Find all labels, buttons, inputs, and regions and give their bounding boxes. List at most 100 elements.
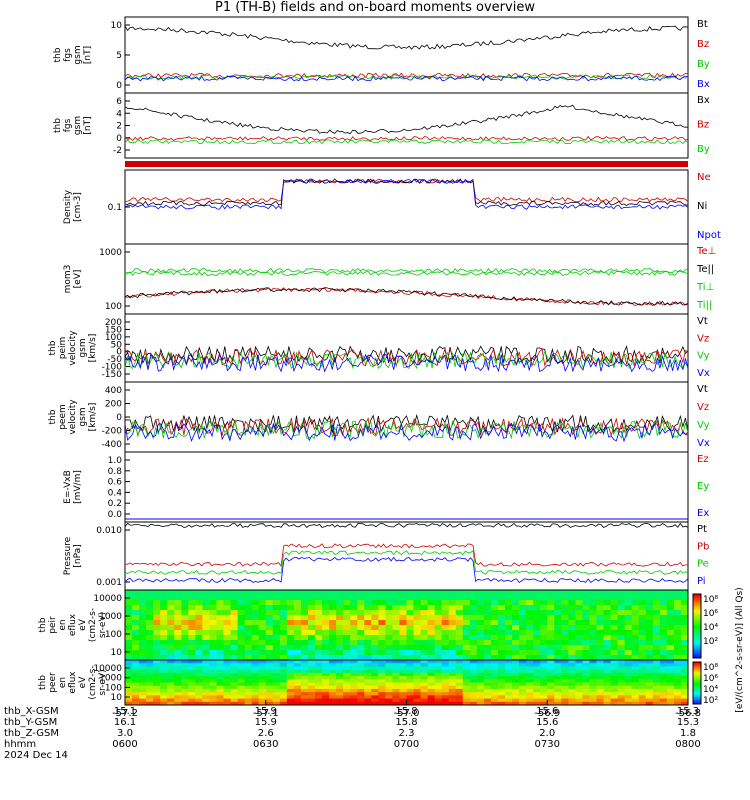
spectrogram-cell — [631, 660, 640, 664]
spectrogram-cell — [139, 645, 147, 651]
spectrogram-cell — [476, 610, 485, 616]
spectrogram-cell — [406, 620, 415, 626]
spectrogram-cell — [462, 650, 471, 656]
spectrogram-cell — [638, 615, 647, 621]
spectrogram-cell — [293, 645, 302, 651]
spectrogram-cell — [167, 600, 175, 606]
spectrogram-cell — [596, 615, 605, 621]
spectrogram-cell — [596, 663, 605, 667]
spectrogram-cell — [223, 660, 232, 664]
spectrogram-cell — [139, 666, 147, 671]
legend-pe: Pe — [697, 559, 709, 570]
colorbar-cell — [693, 628, 701, 631]
spectrogram-cell — [293, 630, 302, 636]
spectrogram-cell — [258, 625, 267, 631]
spectrogram-cell — [462, 682, 471, 687]
spectrogram-cell — [519, 688, 527, 693]
spectrogram-cell — [167, 610, 175, 616]
spectrogram-cell — [462, 692, 471, 696]
spectrogram-cell — [392, 660, 400, 664]
spectrogram-cell — [554, 663, 562, 667]
spectrogram-cell — [392, 610, 400, 616]
spectrogram-cell — [652, 701, 661, 706]
spectrogram-cell — [357, 645, 365, 651]
spectrogram-cell — [638, 676, 647, 680]
spectrogram-cell — [223, 590, 232, 596]
spectrogram-cell — [420, 605, 429, 611]
spectrogram-cell — [202, 666, 210, 671]
spectrogram-cell — [631, 695, 640, 700]
spectrogram-cell — [300, 655, 309, 661]
spectrogram-cell — [279, 688, 288, 693]
spectrogram-cell — [329, 600, 337, 606]
spectrogram-cell — [554, 635, 562, 641]
spectrogram-cell — [568, 679, 576, 683]
spectrogram-cell — [350, 692, 358, 696]
spectrogram-cell — [561, 672, 569, 677]
spectrogram-cell — [188, 676, 196, 680]
spectrogram-cell — [568, 660, 576, 664]
spectrogram-cell — [624, 645, 633, 651]
spectrogram-cell — [209, 655, 217, 661]
spectrogram-cell — [315, 635, 323, 641]
spectrogram-cell — [251, 695, 260, 700]
spectrogram-cell — [251, 692, 260, 696]
spectrogram-cell — [680, 590, 689, 596]
spectrogram-cell — [265, 625, 274, 631]
spectrogram-cell — [160, 605, 168, 611]
spectrogram-cell — [153, 645, 161, 651]
spectrogram-cell — [160, 590, 168, 596]
spectrogram-cell — [237, 610, 246, 616]
spectrogram-cell — [659, 692, 668, 696]
spectrogram-cell — [547, 669, 555, 674]
spectrogram-cell — [378, 682, 386, 687]
spectrogram-cell — [364, 669, 372, 674]
spectrogram-cell — [533, 688, 541, 693]
spectrogram-cell — [540, 698, 548, 703]
spectrogram-cell — [490, 663, 499, 667]
spectrogram-cell — [300, 679, 309, 683]
spectrogram-cell — [371, 692, 379, 696]
spectrogram-cell — [237, 590, 246, 596]
spectrogram-cell — [490, 698, 499, 703]
spectrogram-cell — [153, 600, 161, 606]
spectrogram-cell — [434, 615, 443, 621]
spectrogram-cell — [526, 679, 534, 683]
spectrogram-cell — [174, 663, 182, 667]
spectrogram-cell — [153, 682, 161, 687]
spectrogram-cell — [174, 595, 182, 601]
spectrogram-cell — [322, 701, 330, 706]
spectrogram-cell — [575, 666, 583, 671]
spectrogram-cell — [293, 595, 302, 601]
y-tick-label: 0.1 — [108, 203, 122, 213]
spectrogram-cell — [673, 615, 682, 621]
spectrogram-cell — [195, 650, 203, 656]
spectrogram-cell — [434, 666, 443, 671]
spectrogram-cell — [589, 669, 598, 674]
colorbar-tick-label: 10² — [703, 637, 718, 647]
spectrogram-cell — [146, 676, 154, 680]
colorbar-cell — [693, 690, 701, 692]
spectrogram-cell — [251, 660, 260, 664]
spectrogram-cell — [434, 669, 443, 674]
spectrogram-cell — [364, 660, 372, 664]
spectrogram-cell — [603, 590, 612, 596]
spectrogram-cell — [505, 645, 513, 651]
spectrogram-cell — [329, 663, 337, 667]
spectrogram-cell — [533, 600, 541, 606]
spectrogram-cell — [561, 676, 569, 680]
spectrogram-cell — [209, 688, 217, 693]
spectrogram-cell — [329, 640, 337, 646]
spectrogram-cell — [680, 655, 689, 661]
spectrogram-cell — [230, 595, 239, 601]
spectrogram-cell — [315, 610, 323, 616]
spectrogram-cell — [399, 701, 407, 706]
spectrogram-cell — [540, 672, 548, 677]
spectrogram-cell — [497, 610, 506, 616]
legend-vt: Vt — [697, 316, 708, 327]
spectrogram-cell — [505, 655, 513, 661]
spectrogram-cell — [617, 610, 626, 616]
spectrogram-cell — [505, 688, 513, 693]
spectrogram-cell — [378, 640, 386, 646]
spectrogram-cell — [167, 701, 175, 706]
